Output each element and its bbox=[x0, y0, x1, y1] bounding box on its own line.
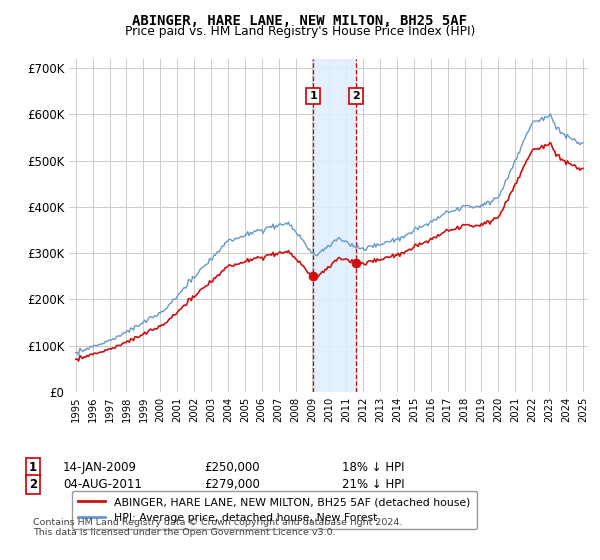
Text: Contains HM Land Registry data © Crown copyright and database right 2024.
This d: Contains HM Land Registry data © Crown c… bbox=[33, 518, 403, 538]
Text: 04-AUG-2011: 04-AUG-2011 bbox=[63, 478, 142, 491]
Text: 18% ↓ HPI: 18% ↓ HPI bbox=[342, 461, 404, 474]
Text: 21% ↓ HPI: 21% ↓ HPI bbox=[342, 478, 404, 491]
Text: 2: 2 bbox=[29, 478, 37, 491]
Text: 1: 1 bbox=[29, 461, 37, 474]
Text: 14-JAN-2009: 14-JAN-2009 bbox=[63, 461, 137, 474]
Text: £279,000: £279,000 bbox=[204, 478, 260, 491]
Text: Price paid vs. HM Land Registry's House Price Index (HPI): Price paid vs. HM Land Registry's House … bbox=[125, 25, 475, 38]
Bar bbox=[313, 59, 356, 392]
Text: £250,000: £250,000 bbox=[204, 461, 260, 474]
Text: ABINGER, HARE LANE, NEW MILTON, BH25 5AF: ABINGER, HARE LANE, NEW MILTON, BH25 5AF bbox=[133, 14, 467, 28]
Text: 1: 1 bbox=[309, 91, 317, 101]
Text: 2: 2 bbox=[352, 91, 360, 101]
Legend: ABINGER, HARE LANE, NEW MILTON, BH25 5AF (detached house), HPI: Average price, d: ABINGER, HARE LANE, NEW MILTON, BH25 5AF… bbox=[72, 491, 477, 529]
